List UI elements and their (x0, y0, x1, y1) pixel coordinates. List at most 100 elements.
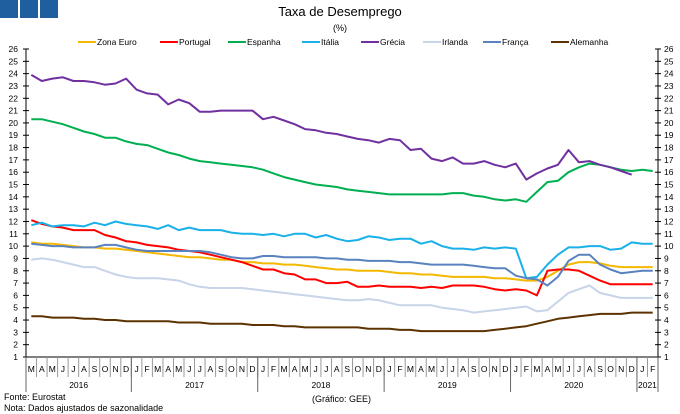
y-tick-label-left: 22 (9, 93, 19, 103)
y-tick-label-left: 2 (13, 340, 18, 350)
y-tick-label-right: 11 (664, 229, 673, 239)
y-tick-label-right: 6 (664, 290, 669, 300)
month-label: A (460, 364, 466, 374)
y-tick-label-right: 16 (664, 167, 674, 177)
y-tick-label-right: 14 (664, 192, 674, 202)
y-tick-label-right: 17 (664, 155, 674, 165)
month-label: S (471, 364, 477, 374)
month-label: F (271, 364, 276, 374)
y-tick-label-left: 3 (13, 327, 18, 337)
source-note: Fonte: Eurostat (4, 392, 66, 402)
year-label: 2021 (638, 380, 657, 390)
y-tick-label-right: 22 (664, 93, 674, 103)
month-label: J (566, 364, 570, 374)
y-tick-label-left: 12 (9, 216, 19, 226)
month-label: M (533, 364, 540, 374)
y-tick-label-left: 4 (13, 315, 18, 325)
month-label: A (165, 364, 171, 374)
month-label: D (249, 364, 255, 374)
y-tick-label-left: 5 (13, 303, 18, 313)
chart-subtitle: (%) (333, 23, 347, 33)
y-tick-label-right: 19 (664, 130, 674, 140)
chart-credit: (Gráfico: GEE) (312, 394, 372, 404)
y-tick-label-right: 10 (664, 241, 674, 251)
month-label: N (239, 364, 245, 374)
month-label: A (81, 364, 87, 374)
month-label: J (261, 364, 265, 374)
legend-label: Espanha (247, 37, 281, 47)
month-label: A (39, 364, 45, 374)
legend-label: Zona Euro (97, 37, 137, 47)
year-label: 2017 (185, 380, 204, 390)
month-label: M (407, 364, 414, 374)
y-tick-label-left: 16 (9, 167, 19, 177)
y-tick-label-right: 23 (664, 81, 674, 91)
series-line-frança (31, 242, 653, 287)
y-tick-label-right: 13 (664, 204, 674, 214)
y-tick-label-left: 24 (9, 69, 19, 79)
month-label: A (207, 364, 213, 374)
month-label: D (629, 364, 635, 374)
month-label: M (428, 364, 435, 374)
month-label: A (587, 364, 593, 374)
month-label: N (492, 364, 498, 374)
y-tick-label-left: 9 (13, 253, 18, 263)
y-tick-label-right: 5 (664, 303, 669, 313)
month-label: S (92, 364, 98, 374)
month-label: M (554, 364, 561, 374)
y-tick-label-right: 21 (664, 106, 674, 116)
y-tick-label-left: 11 (9, 229, 18, 239)
month-label: J (61, 364, 65, 374)
y-tick-label-right: 12 (664, 216, 674, 226)
month-label: A (418, 364, 424, 374)
month-label: O (354, 364, 361, 374)
series-line-irlanda (31, 257, 653, 314)
month-label: S (597, 364, 603, 374)
month-label: N (618, 364, 624, 374)
legend-label: Irlanda (442, 37, 468, 47)
series-line-alemanha (31, 311, 653, 333)
month-label: M (175, 364, 182, 374)
month-label: F (650, 364, 655, 374)
month-label: M (49, 364, 56, 374)
month-label: A (545, 364, 551, 374)
year-label: 2019 (438, 380, 457, 390)
y-tick-label-right: 7 (664, 278, 669, 288)
series-line-grécia (30, 74, 633, 181)
month-label: D (123, 364, 129, 374)
series-line-portugal (30, 219, 653, 297)
month-label: J (71, 364, 75, 374)
month-label: M (302, 364, 309, 374)
year-label: 2020 (564, 380, 583, 390)
y-tick-label-left: 8 (13, 266, 18, 276)
month-label: J (640, 364, 644, 374)
y-tick-label-right: 9 (664, 253, 669, 263)
month-label: J (134, 364, 138, 374)
y-tick-label-right: 18 (664, 143, 674, 153)
legend-label: Itália (321, 37, 339, 47)
y-tick-label-left: 25 (9, 56, 19, 66)
y-tick-label-left: 26 (9, 44, 19, 54)
y-tick-label-left: 10 (9, 241, 19, 251)
y-tick-label-right: 1 (664, 352, 669, 362)
month-label: J (324, 364, 328, 374)
y-tick-label-right: 8 (664, 266, 669, 276)
month-label: F (524, 364, 529, 374)
month-label: O (481, 364, 488, 374)
series-line-espanha (31, 118, 653, 203)
y-tick-label-right: 20 (664, 118, 674, 128)
logo-square (20, 0, 38, 18)
month-label: J (198, 364, 202, 374)
month-label: M (28, 364, 35, 374)
month-label: F (145, 364, 150, 374)
y-tick-label-left: 17 (9, 155, 19, 165)
y-tick-label-left: 20 (9, 118, 19, 128)
month-label: O (102, 364, 109, 374)
legend-label: França (502, 37, 529, 47)
legend-label: Alemanha (570, 37, 609, 47)
month-label: S (344, 364, 350, 374)
month-label: J (387, 364, 391, 374)
month-label: J (450, 364, 454, 374)
logo-square (0, 0, 18, 18)
